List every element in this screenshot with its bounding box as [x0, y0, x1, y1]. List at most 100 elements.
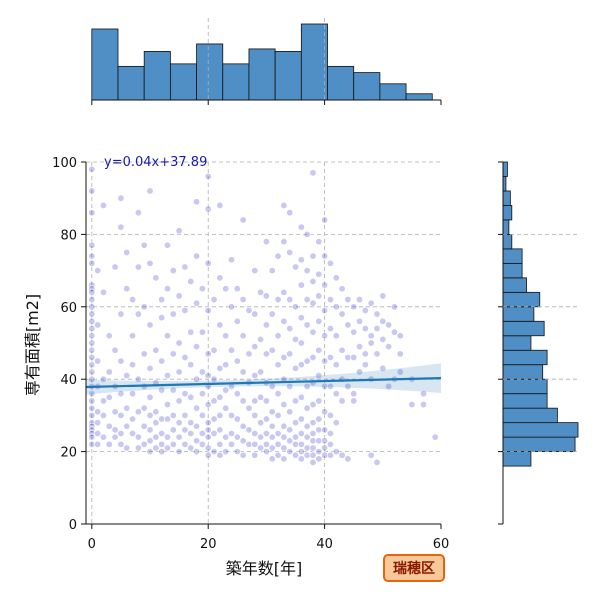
- top-histogram-bar: [379, 83, 407, 101]
- right-histogram-bar: [502, 364, 544, 380]
- data-point: [88, 411, 96, 419]
- data-point: [88, 317, 96, 325]
- data-point: [216, 451, 224, 459]
- data-point: [117, 390, 125, 398]
- data-point: [117, 411, 125, 419]
- data-point: [257, 433, 265, 441]
- data-point: [193, 252, 201, 260]
- right-histogram-bar: [502, 422, 579, 438]
- data-point: [175, 339, 183, 347]
- data-point: [146, 259, 154, 267]
- data-point: [321, 281, 329, 289]
- data-point: [216, 321, 224, 329]
- data-point: [332, 361, 340, 369]
- data-point: [152, 433, 160, 441]
- data-point: [326, 325, 334, 333]
- data-point: [94, 408, 102, 416]
- data-point: [88, 332, 96, 340]
- data-point: [158, 386, 166, 394]
- data-point: [88, 252, 96, 260]
- top-histogram-bar: [327, 65, 355, 101]
- data-point: [292, 451, 300, 459]
- data-point: [239, 332, 247, 340]
- data-point: [88, 390, 96, 398]
- data-point: [163, 433, 171, 441]
- data-point: [88, 241, 96, 249]
- data-point: [94, 321, 102, 329]
- data-point: [146, 187, 154, 195]
- data-point: [204, 444, 212, 452]
- axes: 0 20 40 60 0 20 40 60 80 100: [52, 156, 449, 552]
- data-point: [152, 419, 160, 427]
- data-point: [361, 325, 369, 333]
- data-point: [204, 451, 212, 459]
- data-point: [309, 451, 317, 459]
- data-point: [274, 361, 282, 369]
- right-histogram-bar: [502, 262, 523, 279]
- data-point: [134, 263, 142, 271]
- data-point: [321, 426, 329, 434]
- data-point: [245, 404, 253, 412]
- data-point: [187, 393, 195, 401]
- data-point: [245, 306, 253, 314]
- data-point: [396, 368, 404, 376]
- data-point: [274, 296, 282, 304]
- data-point: [204, 350, 212, 358]
- data-point: [385, 343, 393, 351]
- data-point: [239, 368, 247, 376]
- data-point: [88, 310, 96, 318]
- data-point: [350, 303, 358, 311]
- data-point: [193, 448, 201, 456]
- data-point: [129, 390, 137, 398]
- data-point: [390, 303, 398, 311]
- data-point: [315, 238, 323, 246]
- data-point: [123, 404, 131, 412]
- data-point: [303, 382, 311, 390]
- top-histogram-bar: [143, 51, 171, 101]
- data-point: [297, 415, 305, 423]
- data-point: [88, 296, 96, 304]
- data-point: [175, 227, 183, 235]
- data-point: [88, 288, 96, 296]
- right-histogram-bar: [502, 291, 541, 308]
- data-point: [338, 310, 346, 318]
- data-point: [303, 451, 311, 459]
- data-point: [356, 368, 364, 376]
- data-point: [227, 303, 235, 311]
- data-point: [193, 404, 201, 412]
- data-point: [280, 444, 288, 452]
- data-point: [88, 433, 96, 441]
- data-point: [309, 353, 317, 361]
- data-point: [117, 357, 125, 365]
- data-point: [257, 393, 265, 401]
- data-point: [274, 390, 282, 398]
- data-point: [169, 386, 177, 394]
- data-point: [99, 201, 107, 209]
- y-tick-label: 100: [52, 156, 77, 171]
- data-point: [210, 296, 218, 304]
- data-point: [204, 172, 212, 180]
- right-histogram-bar: [502, 161, 508, 177]
- y-tick-label: 80: [60, 228, 77, 243]
- data-point: [111, 263, 119, 271]
- data-point: [175, 448, 183, 456]
- data-point: [105, 422, 113, 430]
- data-point: [274, 332, 282, 340]
- data-point: [222, 285, 230, 293]
- data-point: [257, 444, 265, 452]
- data-point: [105, 368, 113, 376]
- data-point: [356, 317, 364, 325]
- data-point: [169, 310, 177, 318]
- data-point: [134, 433, 142, 441]
- top-histogram-bar: [117, 65, 145, 101]
- data-point: [123, 444, 131, 452]
- data-point: [169, 440, 177, 448]
- data-point: [373, 325, 381, 333]
- data-point: [193, 198, 201, 206]
- data-point: [315, 270, 323, 278]
- data-point: [181, 306, 189, 314]
- data-point: [373, 350, 381, 358]
- data-point: [140, 404, 148, 412]
- data-point: [303, 230, 311, 238]
- data-point: [361, 361, 369, 369]
